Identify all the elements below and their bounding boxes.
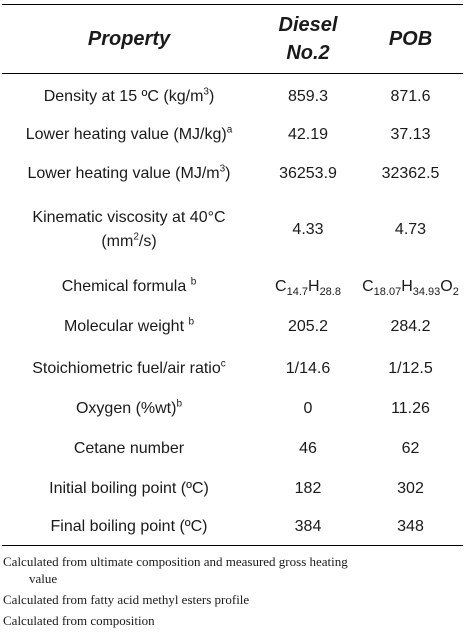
table-footnotes: Calculated from ultimate composition and…	[0, 553, 465, 629]
row-property: Final boiling point (ºC)	[50, 518, 208, 535]
header-pob: POB	[388, 27, 433, 50]
table-row: Final boiling point (ºC) 384 348	[0, 508, 465, 546]
row-pob-formula: C18.07H34.93O2	[362, 278, 459, 299]
row-property: Lower heating value (MJ/kg)a	[25, 124, 233, 143]
table-row: Stoichiometric fuel/air ratioc 1/14.6 1/…	[0, 349, 465, 389]
row-pob-value: 348	[397, 518, 424, 535]
row-property: Kinematic viscosity at 40°C (mm2/s)	[32, 209, 226, 250]
table-row: Molecular weight b 205.2 284.2	[0, 308, 465, 346]
table-header-rule	[2, 73, 463, 74]
table-row: Oxygen (%wt)b 0 11.26	[0, 389, 465, 429]
footnote-a: Calculated from ultimate composition and…	[3, 554, 348, 586]
row-property: Chemical formula b	[61, 276, 197, 295]
row-pob-value: 37.13	[390, 126, 431, 143]
row-property: Initial boiling point (ºC)	[49, 480, 209, 497]
table-row: Initial boiling point (ºC) 182 302	[0, 469, 465, 509]
row-property: Lower heating value (MJ/m3)	[27, 163, 231, 182]
table-bottom-rule	[2, 545, 463, 546]
row-property: Stoichiometric fuel/air ratioc	[32, 358, 226, 377]
footnote-c: Calculated from composition	[3, 613, 155, 628]
row-diesel-value: 0	[303, 400, 313, 417]
row-diesel-value: 205.2	[287, 318, 329, 335]
header-diesel-label: Diesel No.2	[278, 13, 338, 64]
row-pob-value: 62	[401, 440, 420, 457]
table-row: Cetane number 46 62	[0, 429, 465, 469]
table-row: Chemical formula b C14.7H28.8 C18.07H34.…	[0, 266, 465, 308]
row-diesel-value: 4.33	[292, 221, 324, 238]
row-diesel-value: 42.19	[287, 126, 329, 143]
row-diesel-value: 182	[294, 480, 322, 497]
row-pob-value: 871.6	[390, 88, 431, 105]
row-pob-value: 1/12.5	[388, 360, 433, 377]
row-pob-value: 302	[397, 480, 424, 497]
row-property: Density at 15 ºC (kg/m3)	[43, 86, 215, 105]
header-diesel: Diesel No.2	[258, 4, 358, 73]
table-row: Kinematic viscosity at 40°C (mm2/s) 4.33…	[0, 198, 465, 262]
row-pob-value: 284.2	[390, 318, 431, 335]
table-row: Lower heating value (MJ/kg)a 42.19 37.13	[0, 116, 465, 154]
table-row: Density at 15 ºC (kg/m3) 859.3 871.6	[0, 78, 465, 116]
row-property: Oxygen (%wt)b	[75, 398, 183, 417]
row-diesel-value: 46	[299, 440, 317, 457]
footnote-b: Calculated from fatty acid methyl esters…	[3, 592, 250, 607]
header-property: Property	[87, 27, 171, 50]
row-diesel-formula: C14.7H28.8	[275, 278, 341, 299]
table-top-rule	[2, 4, 463, 5]
row-pob-value: 32362.5	[381, 165, 440, 182]
row-diesel-value: 36253.9	[279, 165, 337, 182]
row-property: Molecular weight b	[63, 316, 195, 335]
table-row: Lower heating value (MJ/m3) 36253.9 3236…	[0, 154, 465, 194]
row-pob-value: 4.73	[394, 221, 427, 238]
row-diesel-value: 1/14.6	[285, 360, 331, 377]
row-diesel-value: 859.3	[287, 88, 329, 105]
row-diesel-value: 384	[294, 518, 322, 535]
row-property: Cetane number	[73, 440, 185, 457]
row-pob-value: 11.26	[391, 400, 430, 417]
